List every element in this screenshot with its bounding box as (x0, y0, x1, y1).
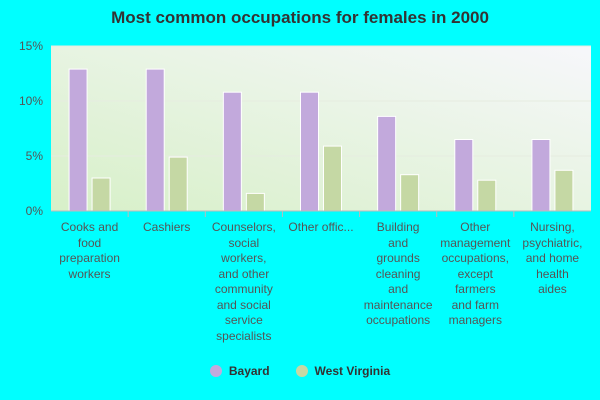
x-tick-label: Other offic... (288, 220, 354, 234)
bar-bayard (300, 91, 319, 212)
axis: 0% 5% 10% 15% (19, 39, 591, 218)
legend-item-bayard: Bayard (209, 364, 270, 378)
legend-item-west-virginia: West Virginia (295, 364, 391, 378)
x-tick-label: Counselors, social workers, and other commun… (211, 220, 276, 343)
x-tick-label: Cooks and food preparation workers (59, 220, 120, 281)
bars (68, 68, 574, 212)
x-tick-label: Building and grounds cleaning and maintenance… (363, 220, 433, 327)
y-tick-label: 0% (26, 204, 44, 218)
y-tick-label: 15% (19, 39, 43, 53)
bar-bayard (145, 68, 165, 212)
plot-area-background (51, 46, 591, 211)
bar-west-virginia (91, 177, 111, 212)
legend: Bayard West Virginia (0, 364, 600, 378)
y-tick-label: 10% (19, 94, 43, 108)
bar-bayard (68, 68, 88, 212)
gridlines (51, 45, 591, 157)
x-tick-label: Nursing, psychiatric, and home health aides (522, 220, 583, 296)
bar-bayard (222, 91, 242, 212)
y-tick-label: 5% (26, 149, 44, 163)
bar-bayard (454, 139, 474, 212)
bar-bayard (531, 139, 551, 212)
x-tick-label: Cashiers (143, 220, 191, 234)
bar-west-virginia (477, 179, 497, 212)
bar-west-virginia (554, 169, 574, 212)
chart-title: Most common occupations for females in 2… (111, 8, 489, 27)
x-tick-label: Other management occupations, except farmers… (440, 220, 511, 327)
legend-label-bayard: Bayard (228, 364, 270, 378)
bar-west-virginia (245, 192, 265, 212)
bar-west-virginia (168, 156, 188, 212)
legend-swatch-west-virginia (295, 365, 308, 377)
bar-bayard (377, 115, 397, 212)
legend-swatch-bayard (209, 365, 222, 377)
bar-west-virginia (400, 174, 420, 212)
bar-west-virginia (323, 145, 342, 212)
legend-label-west-virginia: West Virginia (314, 364, 391, 378)
